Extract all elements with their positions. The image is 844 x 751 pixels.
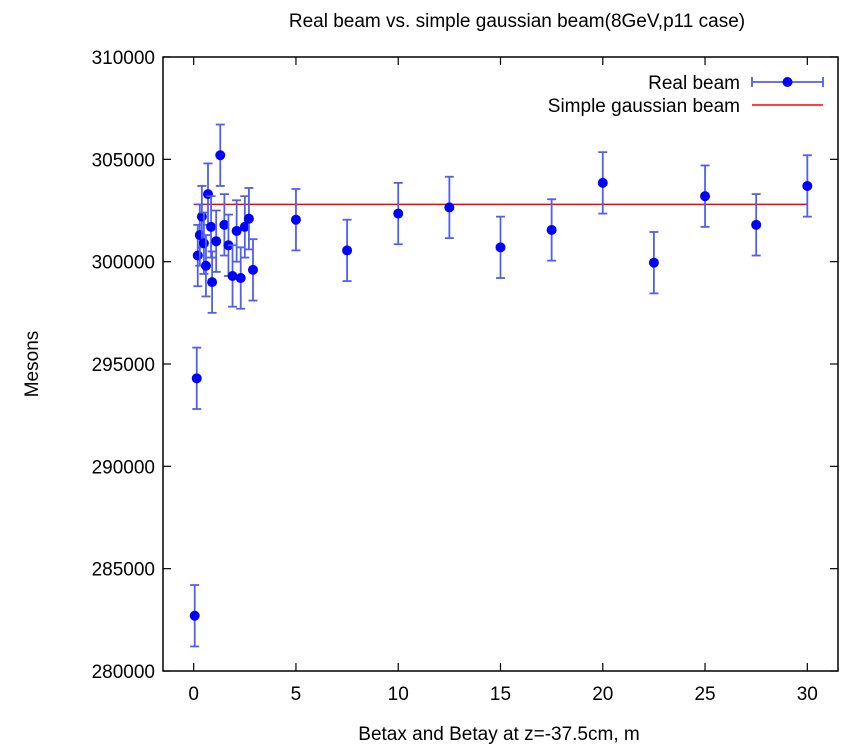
data-marker xyxy=(597,177,608,188)
data-point-real-beam xyxy=(215,123,226,187)
x-tick-label: 10 xyxy=(388,684,409,705)
data-point-real-beam xyxy=(290,188,301,252)
data-point-real-beam xyxy=(342,218,353,283)
y-axis-label: Mesons xyxy=(22,331,43,398)
axis-ticks: 0 5 10 15 20 25 30 280000 285000 290000 295000 3000… xyxy=(92,48,838,705)
data-point-real-beam xyxy=(495,215,506,279)
data-point-real-beam xyxy=(207,250,218,314)
data-marker xyxy=(192,250,203,261)
legend-symbol-real-beam xyxy=(751,77,824,87)
y-tick-label: 295000 xyxy=(92,355,155,376)
data-point-real-beam xyxy=(597,151,608,215)
data-marker xyxy=(219,219,230,230)
x-tick-label: 5 xyxy=(291,684,302,705)
data-marker xyxy=(248,264,258,275)
data-point-real-beam xyxy=(248,238,258,302)
series-real-beam xyxy=(189,123,813,648)
legend-label-simple-gaussian-beam: Simple gaussian beam xyxy=(548,96,740,117)
data-point-real-beam xyxy=(206,195,217,259)
data-marker xyxy=(444,202,455,213)
legend: Real beam Simple gaussian beam xyxy=(548,73,824,117)
data-marker xyxy=(200,260,211,271)
data-marker xyxy=(191,373,202,384)
data-marker xyxy=(198,238,209,249)
data-point-real-beam xyxy=(189,584,200,648)
data-point-real-beam xyxy=(200,234,211,298)
data-marker xyxy=(342,245,353,256)
x-axis-label: Betax and Betay at z=-37.5cm, m xyxy=(358,724,639,745)
x-tick-label: 20 xyxy=(592,684,613,705)
data-point-real-beam xyxy=(546,198,557,262)
x-tick-label: 30 xyxy=(797,684,818,705)
y-tick-label: 300000 xyxy=(92,253,155,274)
y-tick-label: 310000 xyxy=(92,48,155,69)
y-tick-label: 305000 xyxy=(92,150,155,171)
data-marker xyxy=(215,150,226,161)
data-marker xyxy=(235,273,246,284)
chart-title: Real beam vs. simple gaussian beam(8GeV,… xyxy=(289,11,745,32)
data-marker xyxy=(243,213,254,224)
y-tick-label: 280000 xyxy=(92,662,155,683)
legend-marker xyxy=(782,77,793,87)
data-marker xyxy=(648,257,659,268)
data-point-real-beam xyxy=(444,175,455,240)
x-tick-label: 25 xyxy=(694,684,715,705)
y-tick-label: 290000 xyxy=(92,457,155,478)
x-tick-label: 15 xyxy=(490,684,511,705)
data-marker xyxy=(207,277,218,288)
data-marker xyxy=(239,221,250,232)
data-point-real-beam xyxy=(231,199,242,263)
data-marker xyxy=(211,236,222,247)
data-point-real-beam xyxy=(227,244,238,308)
data-marker xyxy=(546,224,557,235)
data-marker xyxy=(290,214,301,225)
data-point-real-beam xyxy=(700,164,711,228)
data-marker xyxy=(700,191,711,202)
data-marker xyxy=(231,225,242,236)
data-marker xyxy=(206,221,217,232)
data-point-real-beam xyxy=(751,193,762,257)
data-marker xyxy=(393,208,404,219)
data-point-real-beam xyxy=(191,346,202,410)
data-point-real-beam xyxy=(393,181,404,246)
data-marker xyxy=(802,180,813,191)
data-marker xyxy=(751,219,762,230)
data-point-real-beam xyxy=(211,209,222,273)
x-tick-label: 0 xyxy=(188,684,199,705)
data-marker xyxy=(227,270,238,281)
data-point-real-beam xyxy=(648,231,659,295)
legend-label-real-beam: Real beam xyxy=(648,73,740,94)
data-marker xyxy=(189,610,200,621)
data-marker xyxy=(495,242,506,253)
data-point-real-beam xyxy=(802,154,813,218)
y-tick-label: 285000 xyxy=(92,560,155,581)
data-point-real-beam xyxy=(239,195,250,259)
plot-frame xyxy=(162,56,839,672)
